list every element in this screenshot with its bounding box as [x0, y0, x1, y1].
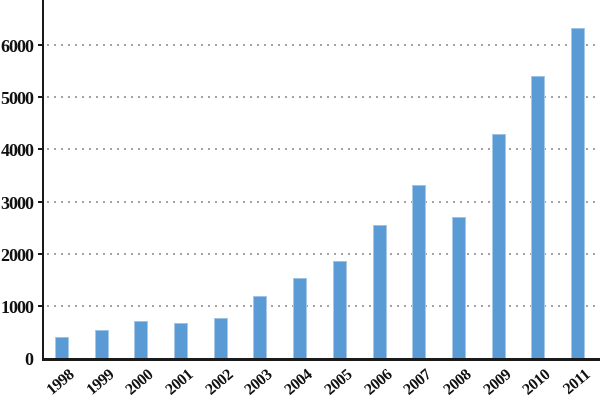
bar-2007 — [412, 185, 427, 360]
gridline-4000 — [47, 148, 600, 151]
bar-2004 — [293, 278, 308, 360]
y-tick-label-3000: 3000 — [1, 192, 34, 213]
y-tick-6000 — [37, 44, 43, 46]
gridline-3000 — [47, 200, 600, 203]
y-tick-label-1000: 1000 — [1, 296, 34, 317]
bar-2005 — [332, 260, 347, 360]
bar-2009 — [491, 133, 506, 360]
bar-2002 — [213, 317, 228, 360]
y-tick-label-5000: 5000 — [1, 88, 34, 109]
bar-2003 — [253, 295, 268, 360]
gridline-5000 — [47, 96, 600, 99]
y-tick-label-6000: 6000 — [1, 36, 34, 56]
gridline-2000 — [47, 252, 600, 255]
x-tick-label-1998: 1998 — [43, 366, 78, 399]
bar-2001 — [174, 322, 188, 360]
y-axis-line — [41, 0, 44, 361]
bar-2006 — [372, 224, 387, 360]
bar-1999 — [94, 330, 109, 360]
y-tick-2000 — [37, 252, 43, 255]
bar-2000 — [134, 321, 149, 360]
x-axis-line — [41, 357, 600, 361]
y-tick-label-4000: 4000 — [1, 140, 34, 161]
y-tick-label-0: 0 — [25, 349, 34, 369]
bar-1998 — [54, 337, 69, 360]
y-tick-4000 — [37, 148, 43, 151]
bar-2011 — [571, 28, 586, 360]
y-tick-3000 — [37, 200, 43, 203]
gridline-1000 — [47, 304, 600, 307]
bar-2008 — [452, 217, 466, 360]
y-tick-1000 — [37, 304, 43, 307]
y-tick-label-2000: 2000 — [1, 244, 34, 265]
y-tick-5000 — [37, 96, 43, 99]
gridline-6000 — [47, 44, 600, 46]
bar-2010 — [531, 75, 546, 360]
